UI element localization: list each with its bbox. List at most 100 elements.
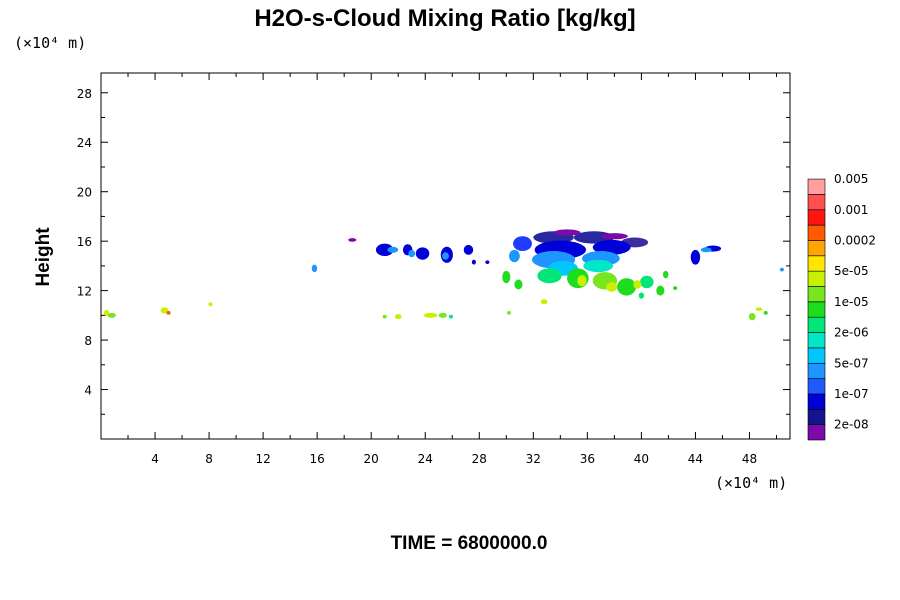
chart-title: H2O-s-Cloud Mixing Ratio [kg/kg] xyxy=(254,5,635,32)
cloud-blob-5 xyxy=(600,233,628,240)
y-tick-label: 12 xyxy=(77,285,92,299)
cloud-blob-39 xyxy=(690,249,701,265)
cloud-blob-12 xyxy=(537,268,562,284)
colorbar-label: 0.0002 xyxy=(834,233,876,247)
x-tick-label: 12 xyxy=(255,452,270,466)
y-tick-label: 20 xyxy=(77,186,92,200)
colorbar-swatch-5 xyxy=(807,347,826,364)
colorbar-swatch-7 xyxy=(807,316,826,333)
cloud-blob-19 xyxy=(633,280,642,289)
cloud-blob-47 xyxy=(208,302,213,307)
colorbar-swatch-15 xyxy=(807,194,826,211)
y-tick-label: 24 xyxy=(77,136,92,150)
cloud-blob-57 xyxy=(763,311,768,315)
cloud-blob-56 xyxy=(755,307,763,312)
colorbar-swatch-2 xyxy=(807,393,826,410)
colorbar-label: 1e-05 xyxy=(834,295,869,309)
colorbar-label: 0.005 xyxy=(834,172,868,186)
colorbar-swatch-11 xyxy=(807,255,826,272)
cloud-blob-24 xyxy=(638,292,645,299)
y-tick-label: 16 xyxy=(77,235,92,249)
x-tick-label: 32 xyxy=(526,452,541,466)
cloud-blob-20 xyxy=(502,270,511,284)
cloud-blob-0 xyxy=(513,236,532,252)
x-tick-label: 8 xyxy=(205,452,213,466)
cloud-blob-15 xyxy=(617,278,636,296)
cloud-blob-51 xyxy=(438,312,447,318)
cloud-blob-4 xyxy=(553,229,581,236)
cloud-blob-41 xyxy=(700,247,712,253)
colorbar-swatch-10 xyxy=(807,270,826,287)
plot-frame xyxy=(100,72,791,440)
cloud-blob-7 xyxy=(592,239,631,255)
cloud-blob-49 xyxy=(394,314,402,320)
cloud-blob-22 xyxy=(656,285,665,296)
colorbar-swatch-8 xyxy=(807,301,826,318)
time-label: TIME = 6800000.0 xyxy=(391,533,548,554)
colorbar-label: 2e-08 xyxy=(834,418,869,432)
cloud-blob-53 xyxy=(506,311,512,315)
cloud-blob-23 xyxy=(663,270,669,279)
cloud-blob-45 xyxy=(160,307,169,314)
cloud-blob-54 xyxy=(540,299,548,305)
cloud-blob-26 xyxy=(508,249,520,263)
colorbar-swatch-6 xyxy=(807,332,826,349)
x-tick-label: 28 xyxy=(472,452,487,466)
cloud-blob-50 xyxy=(423,312,438,318)
y-tick-label: 8 xyxy=(84,334,92,348)
colorbar-swatch-9 xyxy=(807,286,826,303)
cloud-blob-33 xyxy=(442,252,449,260)
cloud-blob-43 xyxy=(103,309,110,316)
colorbar-swatch-1 xyxy=(807,408,826,425)
cloud-blob-31 xyxy=(415,247,430,260)
cloud-blob-36 xyxy=(485,260,490,265)
x-tick-label: 40 xyxy=(634,452,649,466)
colorbar-label: 5e-07 xyxy=(834,356,869,370)
colorbar-swatch-12 xyxy=(807,240,826,257)
colorbar-label: 1e-07 xyxy=(834,387,869,401)
cloud-field xyxy=(103,229,784,321)
y-axis-label: Height xyxy=(33,227,54,287)
colorbar-label: 5e-05 xyxy=(834,264,869,278)
cloud-blob-38 xyxy=(311,264,318,273)
colorbar-swatch-3 xyxy=(807,378,826,395)
cloud-blob-18 xyxy=(606,281,618,292)
cloud-blob-34 xyxy=(463,244,474,255)
x-tick-label: 44 xyxy=(688,452,703,466)
colorbar-swatch-14 xyxy=(807,209,826,226)
colorbar-swatch-13 xyxy=(807,224,826,241)
cloud-blob-48 xyxy=(382,314,387,319)
colorbar-swatch-16 xyxy=(807,178,826,195)
cloud-blob-55 xyxy=(748,312,756,321)
cloud-blob-44 xyxy=(107,312,116,318)
x-tick-label: 24 xyxy=(418,452,433,466)
cloud-blob-42 xyxy=(779,267,784,272)
cloud-blob-21 xyxy=(514,279,523,290)
colorbar: 2e-08 1e-07 5e-07 2e-06 1e-05 5e-05 0.0002 0.00… xyxy=(807,172,876,441)
x-tick-label: 48 xyxy=(742,452,757,466)
x-axis-unit: (×10⁴ m) xyxy=(715,474,787,492)
colorbar-swatch-0 xyxy=(807,424,826,441)
cloud-blob-25 xyxy=(673,286,678,291)
y-tick-label: 4 xyxy=(84,384,92,398)
colorbar-label: 0.001 xyxy=(834,203,868,217)
colorbar-swatch-4 xyxy=(807,362,826,379)
x-tick-label: 36 xyxy=(580,452,595,466)
y-tick-label: 28 xyxy=(77,87,92,101)
cloud-blob-11 xyxy=(583,259,614,273)
x-tick-label: 4 xyxy=(151,452,159,466)
cloud-blob-30 xyxy=(387,246,399,253)
cloud-blob-52 xyxy=(448,314,453,319)
cloud-blob-35 xyxy=(471,259,476,265)
x-tick-label: 16 xyxy=(310,452,325,466)
cloud-blob-16 xyxy=(640,275,654,289)
x-tick-label: 20 xyxy=(364,452,379,466)
cloud-blob-17 xyxy=(577,275,587,287)
colorbar-label: 2e-06 xyxy=(834,326,869,340)
y-axis-unit: (×10⁴ m) xyxy=(14,34,86,52)
cloud-blob-29 xyxy=(408,249,416,258)
cloud-blob-27 xyxy=(375,243,394,256)
cloud-blob-37 xyxy=(348,238,357,242)
